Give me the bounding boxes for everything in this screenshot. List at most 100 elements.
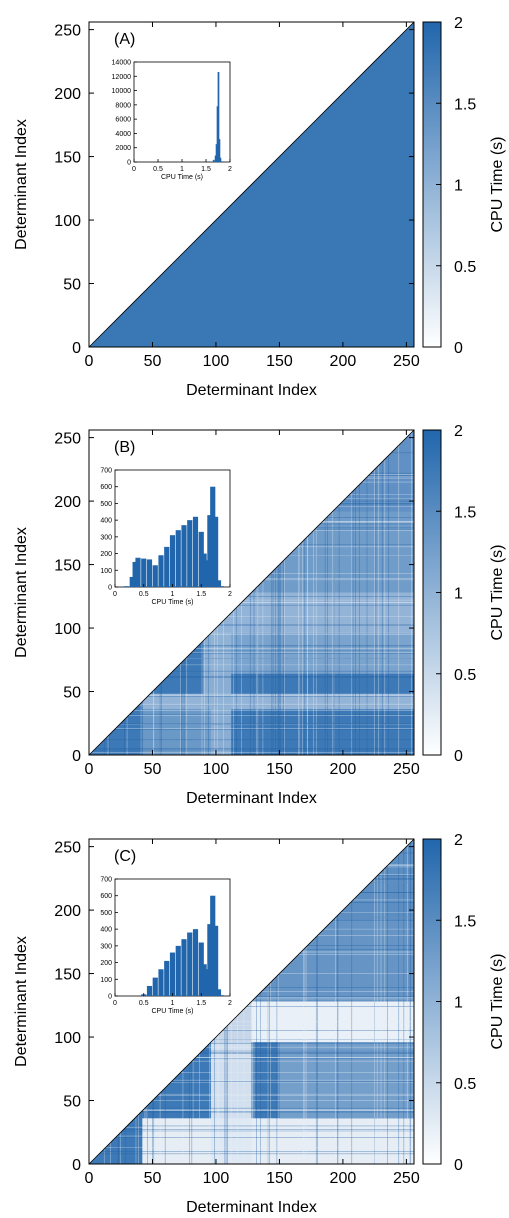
inset-x-tick-label: 0 <box>113 591 117 598</box>
inset-bar <box>175 530 181 587</box>
inset-bar <box>204 969 210 996</box>
colorbar-tick-label: 1.5 <box>454 504 476 521</box>
inset-bar <box>213 925 219 996</box>
inset-bar <box>187 520 193 587</box>
y-tick-label: 50 <box>63 277 81 294</box>
inset-y-tick-label: 8000 <box>115 102 131 109</box>
panel-2: 0 50 100 150 200 250050100150200250Determinan… <box>13 423 506 807</box>
colorbar-tick-label: 2 <box>454 832 463 849</box>
colorbar-tick-label: 2 <box>454 15 463 32</box>
colorbar-tick-label: 2 <box>454 423 463 440</box>
x-axis-label: Determinant Index <box>186 790 317 807</box>
inset-y-tick-label: 12000 <box>112 74 132 81</box>
inset-x-tick-label: 0.5 <box>139 1000 149 1007</box>
inset-y-tick-label: 200 <box>100 551 112 558</box>
colorbar-tick-label: 1.5 <box>454 913 476 930</box>
y-tick-label: 150 <box>54 150 81 167</box>
inset-bar <box>218 139 221 162</box>
inset-y-tick-label: 0 <box>127 160 131 167</box>
inset-bar <box>192 516 199 587</box>
inset-y-tick-label: 0 <box>108 994 112 1001</box>
inset-bar <box>210 486 216 587</box>
panel-3: 0 50 100 150 200 250050100150200250Determinan… <box>13 832 506 1216</box>
inset-bar <box>123 586 130 587</box>
inset-bar <box>201 964 207 996</box>
x-tick-label: 200 <box>330 761 357 778</box>
x-tick-label: 200 <box>330 353 357 370</box>
inset-x-tick-label: 1.5 <box>196 591 206 598</box>
y-tick-label: 200 <box>54 903 81 920</box>
colorbar-label: CPU Time (s) <box>489 545 506 641</box>
x-axis-label: Determinant Index <box>186 1199 317 1216</box>
y-tick-label: 150 <box>54 967 81 984</box>
y-tick-label: 0 <box>72 748 81 765</box>
inset-x-tick-label: 0 <box>113 1000 117 1007</box>
plot-frame <box>88 429 415 756</box>
colorbar-tick-label: 0.5 <box>454 1076 476 1093</box>
inset-bar <box>158 555 164 587</box>
inset-bar <box>212 159 215 162</box>
x-tick-label: 250 <box>393 353 420 370</box>
colorbar-tick-label: 0.5 <box>454 667 476 684</box>
y-tick-label: 0 <box>72 340 81 357</box>
inset-bar <box>218 995 224 996</box>
inset-bar <box>198 942 204 996</box>
colorbar-tick-label: 1.5 <box>454 96 476 113</box>
colorbar-tick-label: 0 <box>454 340 463 357</box>
inset-y-tick-label: 100 <box>100 977 112 984</box>
inset-y-tick-label: 4000 <box>115 131 131 138</box>
inset-x-axis-label: CPU Time (s) <box>152 1008 194 1015</box>
y-tick-label: 200 <box>54 86 81 103</box>
inset-bar <box>218 586 224 587</box>
y-tick-label: 200 <box>54 494 81 511</box>
inset-x-axis-label: CPU Time (s) <box>161 174 203 181</box>
heatmap-block <box>251 920 414 1002</box>
inset-histogram: 0 0.5 1 1.5 2 0 100 200 300 400 500 600 700 CPU Time … <box>100 468 232 607</box>
inset-y-tick-label: 300 <box>100 943 112 950</box>
inset-y-tick-label: 6000 <box>115 117 131 124</box>
inset-y-tick-label: 200 <box>100 960 112 967</box>
inset-y-tick-label: 100 <box>100 568 112 575</box>
diagonal-line <box>88 21 415 348</box>
inset-y-tick-label: 600 <box>100 893 112 900</box>
x-tick-label: 250 <box>393 761 420 778</box>
y-tick-label: 250 <box>54 23 81 40</box>
inset-bar <box>215 144 218 162</box>
y-tick-label: 150 <box>54 558 81 575</box>
inset-bar <box>146 985 153 996</box>
inset-x-tick-label: 1 <box>171 1000 175 1007</box>
x-tick-label: 150 <box>266 353 293 370</box>
inset-bar <box>217 72 220 162</box>
panel-label: (B) <box>114 439 135 456</box>
colorbar-tick-label: 0.5 <box>454 259 476 276</box>
inset-bar <box>169 535 176 587</box>
inset-bar <box>169 952 176 996</box>
inset-x-tick-label: 1 <box>171 591 175 598</box>
x-tick-label: 250 <box>393 1170 420 1187</box>
x-tick-label: 0 <box>85 1170 94 1187</box>
inset-bar <box>207 515 213 587</box>
x-tick-label: 0 <box>85 761 94 778</box>
inset-bar <box>132 561 138 587</box>
inset-frame <box>133 61 231 163</box>
y-tick-label: 100 <box>54 213 81 230</box>
inset-bar <box>207 924 213 996</box>
inset-y-tick-label: 600 <box>100 484 112 491</box>
inset-y-tick-label: 10000 <box>112 88 132 95</box>
inset-y-tick-label: 300 <box>100 534 112 541</box>
x-tick-label: 150 <box>266 1170 293 1187</box>
x-tick-label: 200 <box>330 1170 357 1187</box>
inset-bar <box>198 531 204 587</box>
y-tick-label: 50 <box>63 1094 81 1111</box>
plot-frame <box>88 838 415 1165</box>
inset-bar <box>210 161 213 162</box>
inset-y-tick-label: 14000 <box>112 60 132 67</box>
inset-x-tick-label: 0.5 <box>139 591 149 598</box>
y-tick-label: 100 <box>54 621 81 638</box>
inset-bar <box>192 929 199 996</box>
inset-bar <box>219 157 222 162</box>
inset-bar <box>158 969 164 996</box>
y-axis-label: Determinant Index <box>13 527 30 658</box>
inset-x-tick-label: 1.5 <box>201 166 211 173</box>
